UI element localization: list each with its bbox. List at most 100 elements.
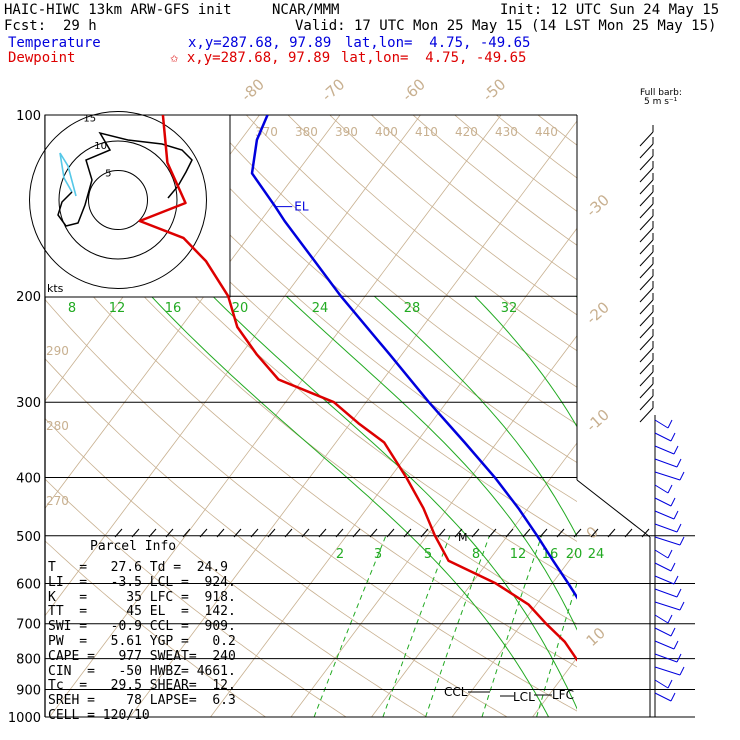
wind-barb	[639, 407, 654, 423]
wind-barb	[639, 299, 654, 315]
dry-adiabat	[496, 115, 577, 179]
freezing-hatch	[454, 528, 463, 538]
wind-barb-lower-flag	[670, 627, 676, 637]
dewpoint-xy: ✩ x,y=287.68, 97.89	[170, 50, 331, 66]
dry-adiabat	[621, 115, 740, 717]
wind-barb	[639, 275, 654, 291]
init-time: Init: 12 UTC Sun 24 May 15	[500, 2, 720, 18]
dry-adiabat	[45, 240, 577, 668]
wind-barb-lower	[654, 445, 675, 455]
wind-barb-lower	[654, 653, 678, 663]
hodograph-frame	[44, 114, 231, 298]
wind-barb	[639, 383, 654, 399]
mixing-ratio-label-12: 12	[510, 547, 527, 562]
pressure-label-500: 500	[16, 530, 41, 545]
hodograph-ring-label-10: 10	[94, 141, 107, 152]
mixing-ratio-line	[481, 535, 543, 718]
valid-time: Valid: 17 UTC Mon 25 May 15 (14 LST Mon …	[295, 18, 717, 34]
freezing-hatch	[284, 528, 293, 538]
fcst-label: Fcst:	[4, 18, 47, 34]
isotherm-label-0: -80	[238, 75, 268, 105]
dry-adiabat	[371, 115, 577, 281]
wind-barb-lower-flag	[670, 692, 676, 702]
wind-barb-lower	[654, 640, 675, 650]
barb-legend-line2: 5 m s⁻¹	[644, 97, 678, 107]
wind-barb	[639, 143, 654, 159]
theta-label-top-440: 440	[535, 125, 558, 139]
wind-barb	[639, 323, 654, 339]
wind-barb	[639, 167, 654, 183]
wind-barb-lower-flag	[676, 458, 682, 468]
freezing-hatch	[403, 528, 412, 538]
isotherm	[129, 120, 577, 718]
freezing-hatch	[114, 528, 123, 538]
isotherm	[371, 442, 577, 718]
temperature-latlon: lat,lon= 4.75, -49.65	[345, 35, 531, 51]
moist-label-upper-16: 16	[165, 301, 182, 316]
dewpoint-latlon: lat,lon= 4.75, -49.65	[341, 50, 527, 66]
pressure-label-1000: 1000	[8, 711, 41, 726]
wind-barb-lower	[654, 627, 672, 637]
pressure-label-100: 100	[16, 109, 41, 124]
parcel-info-row-5: PW = 5.61 YGP = 0.2	[48, 634, 236, 649]
hodograph-ring-label-5: 5	[105, 169, 111, 180]
isotherm	[290, 334, 577, 718]
isotherm	[210, 227, 577, 718]
parcel-info-row-9: SREH = 78 LAPSE= 6.3	[48, 693, 236, 709]
hodograph-low-trace	[59, 152, 77, 197]
wind-barb	[639, 335, 654, 351]
parcel-info-row-2: K = 35 LFC = 918.	[48, 589, 236, 605]
lcl-label: LCL	[513, 690, 535, 704]
wind-barb-lower-flag	[673, 575, 679, 585]
wind-barb	[639, 227, 654, 243]
freezing-hatch	[590, 528, 599, 538]
right-border-bevel	[576, 479, 651, 538]
wind-barb	[639, 395, 654, 411]
wind-barb-lower-flag	[673, 445, 679, 455]
wind-barb	[639, 179, 654, 195]
freezing-hatch	[301, 528, 310, 538]
parcel-info-row-1: LI = -3.5 LCL = 924.	[48, 574, 236, 590]
isotherm	[694, 115, 740, 717]
moist-adiabat	[664, 296, 740, 717]
moist-label-upper-8: 8	[68, 301, 76, 316]
moist-adiabat	[286, 295, 577, 631]
freezing-hatch	[505, 528, 514, 538]
wind-barb-lower	[654, 562, 672, 572]
dry-adiabat	[79, 115, 577, 542]
hodograph-kts-label: kts	[47, 282, 64, 295]
mixing-ratio-label-8: 8	[472, 547, 480, 562]
wind-barb	[639, 263, 654, 279]
dry-adiabat	[329, 115, 577, 316]
wind-barb-lower	[654, 588, 678, 598]
isotherm	[45, 115, 341, 509]
freezing-hatch	[522, 528, 531, 538]
mixing-ratio-label-24: 24	[588, 547, 605, 562]
parcel-info-title: Parcel Info	[90, 539, 177, 554]
wind-barb-lower	[654, 692, 672, 702]
freezing-hatch	[148, 528, 157, 538]
freezing-hatch	[335, 528, 344, 538]
wind-barb-lower	[654, 679, 669, 689]
theta-label-top-390: 390	[335, 125, 358, 139]
theta-label-left-290: 290	[46, 344, 69, 358]
mixing-ratio-label-20: 20	[566, 547, 583, 562]
wind-barb-lower-flag	[670, 497, 676, 507]
freezing-hatch	[437, 528, 446, 538]
freezing-hatch	[318, 528, 327, 538]
wind-barb-lower-flag	[670, 562, 676, 572]
theta-label-top-430: 430	[495, 125, 518, 139]
freezing-hatch	[199, 528, 208, 538]
parcel-info-row-3: TT = 45 EL = 142.	[48, 604, 236, 620]
wind-barb-lower	[654, 549, 669, 559]
wind-barb-lower-flag	[679, 601, 685, 611]
moist-adiabat	[212, 295, 577, 710]
wind-barb-lower-flag	[670, 432, 676, 442]
wind-barb-lower	[654, 471, 681, 481]
hodograph-ring-5	[88, 170, 148, 230]
freezing-hatch	[386, 528, 395, 538]
fcst-value: 29 h	[63, 18, 97, 34]
parcel-info-row-8: Tc = 29.5 SHEAR= 12.	[48, 678, 236, 694]
wind-barb	[639, 287, 654, 303]
wind-barb	[639, 215, 654, 231]
